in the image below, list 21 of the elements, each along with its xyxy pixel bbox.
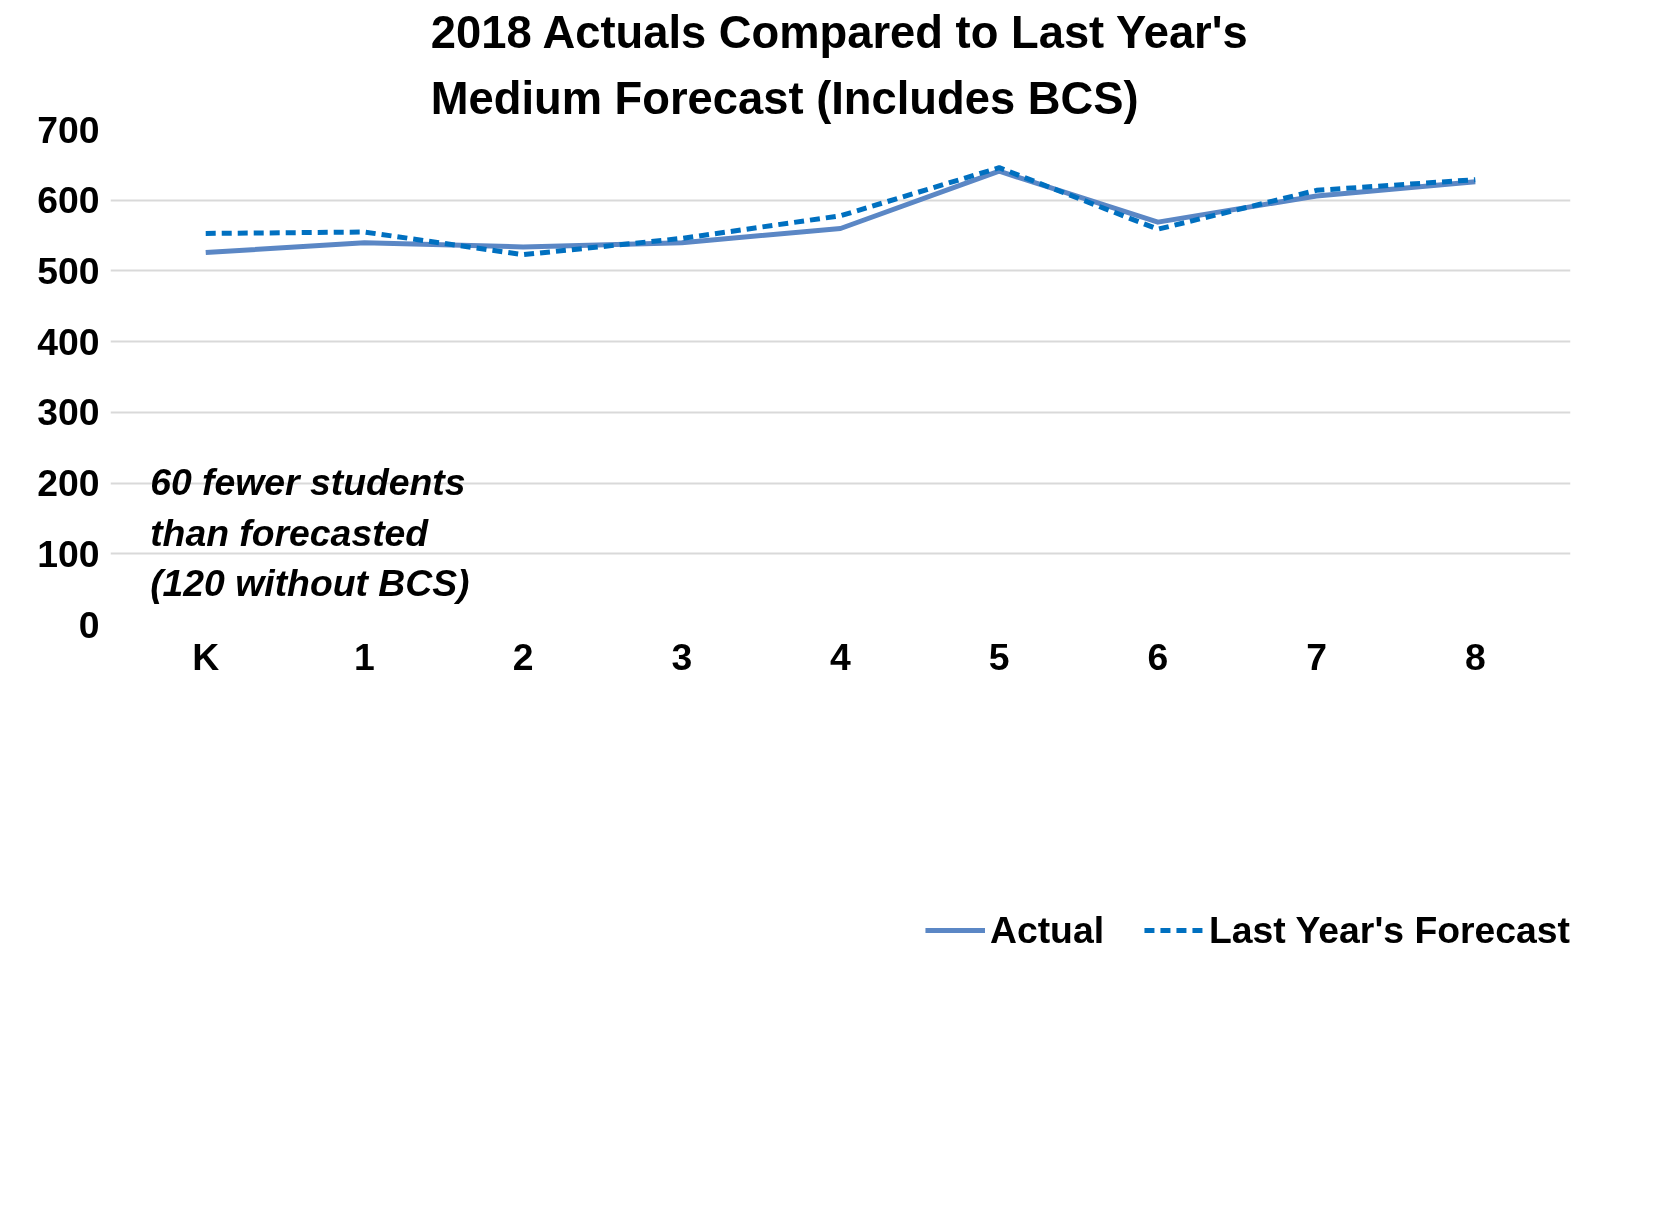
y-tick-label: 500 <box>37 249 100 292</box>
annotation: 60 fewer students than forecasted (120 without BCS) <box>150 461 470 604</box>
y-tick-label: 600 <box>37 179 100 222</box>
y-tick-label: 300 <box>37 391 100 434</box>
y-tick-label: 100 <box>37 532 100 575</box>
legend-label: Actual <box>989 908 1105 952</box>
x-tick-label: 2 <box>512 635 534 678</box>
chart-title: 2018 Actuals Compared to Last Year's Medium Forecast (Includes BCS) <box>430 7 1248 125</box>
x-tick-label: 7 <box>1306 635 1327 678</box>
x-tick-label: 6 <box>1147 635 1169 678</box>
x-tick-label: 3 <box>671 635 693 678</box>
x-tick-label: 8 <box>1464 635 1486 678</box>
legend-label: Last Year's Forecast <box>1209 908 1570 952</box>
x-tick-label: 5 <box>988 635 1010 678</box>
x-tick-label: 1 <box>354 635 375 678</box>
y-tick-label: 0 <box>78 603 100 646</box>
x-tick-label: K <box>192 635 220 678</box>
x-tick-label: 4 <box>830 635 852 678</box>
y-tick-label: 400 <box>37 320 100 363</box>
y-tick-label: 700 <box>37 108 100 151</box>
y-tick-label: 200 <box>37 462 100 505</box>
